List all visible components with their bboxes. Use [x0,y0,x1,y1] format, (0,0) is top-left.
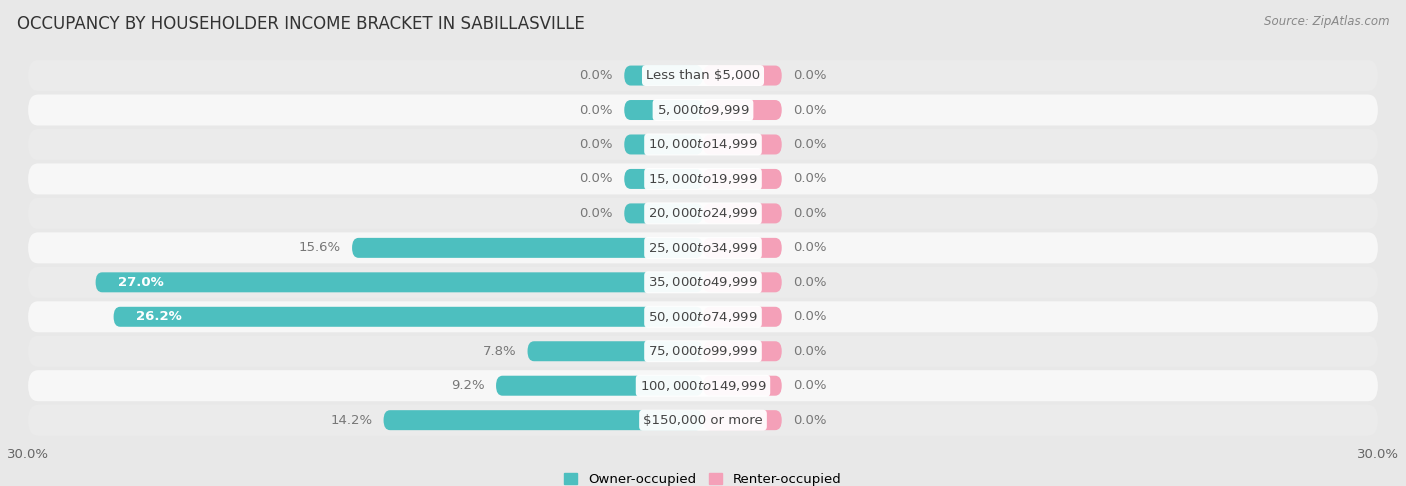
Text: $10,000 to $14,999: $10,000 to $14,999 [648,138,758,152]
Text: $50,000 to $74,999: $50,000 to $74,999 [648,310,758,324]
Text: 27.0%: 27.0% [118,276,165,289]
Text: 0.0%: 0.0% [579,138,613,151]
Text: 0.0%: 0.0% [579,207,613,220]
FancyBboxPatch shape [384,410,703,430]
Text: $35,000 to $49,999: $35,000 to $49,999 [648,276,758,289]
FancyBboxPatch shape [28,94,1378,125]
FancyBboxPatch shape [527,341,703,361]
FancyBboxPatch shape [28,163,1378,194]
FancyBboxPatch shape [703,341,782,361]
FancyBboxPatch shape [703,204,782,224]
Text: 0.0%: 0.0% [793,207,827,220]
FancyBboxPatch shape [28,267,1378,298]
FancyBboxPatch shape [624,66,703,86]
Text: 0.0%: 0.0% [793,414,827,427]
FancyBboxPatch shape [28,60,1378,91]
Text: 0.0%: 0.0% [579,173,613,186]
FancyBboxPatch shape [624,100,703,120]
FancyBboxPatch shape [28,198,1378,229]
FancyBboxPatch shape [703,135,782,155]
FancyBboxPatch shape [703,376,782,396]
FancyBboxPatch shape [703,272,782,292]
Text: 0.0%: 0.0% [793,138,827,151]
Text: 9.2%: 9.2% [451,379,485,392]
Text: $5,000 to $9,999: $5,000 to $9,999 [657,103,749,117]
FancyBboxPatch shape [114,307,703,327]
FancyBboxPatch shape [703,238,782,258]
Text: $15,000 to $19,999: $15,000 to $19,999 [648,172,758,186]
FancyBboxPatch shape [703,410,782,430]
Text: 0.0%: 0.0% [793,173,827,186]
FancyBboxPatch shape [496,376,703,396]
Text: 0.0%: 0.0% [579,104,613,117]
Text: 26.2%: 26.2% [136,310,181,323]
FancyBboxPatch shape [624,169,703,189]
Text: $150,000 or more: $150,000 or more [643,414,763,427]
Text: $75,000 to $99,999: $75,000 to $99,999 [648,344,758,358]
Text: 0.0%: 0.0% [793,242,827,254]
Text: Less than $5,000: Less than $5,000 [645,69,761,82]
Text: Source: ZipAtlas.com: Source: ZipAtlas.com [1264,15,1389,28]
Text: 14.2%: 14.2% [330,414,373,427]
FancyBboxPatch shape [624,135,703,155]
Text: 15.6%: 15.6% [298,242,340,254]
FancyBboxPatch shape [703,66,782,86]
FancyBboxPatch shape [352,238,703,258]
Text: 0.0%: 0.0% [793,69,827,82]
FancyBboxPatch shape [28,405,1378,435]
Text: $20,000 to $24,999: $20,000 to $24,999 [648,207,758,220]
Text: 0.0%: 0.0% [793,379,827,392]
FancyBboxPatch shape [28,301,1378,332]
FancyBboxPatch shape [28,129,1378,160]
Text: 0.0%: 0.0% [793,104,827,117]
FancyBboxPatch shape [28,370,1378,401]
Text: 0.0%: 0.0% [793,310,827,323]
FancyBboxPatch shape [96,272,703,292]
FancyBboxPatch shape [703,100,782,120]
Text: 0.0%: 0.0% [579,69,613,82]
Text: 7.8%: 7.8% [482,345,516,358]
Text: $25,000 to $34,999: $25,000 to $34,999 [648,241,758,255]
FancyBboxPatch shape [28,232,1378,263]
FancyBboxPatch shape [703,169,782,189]
FancyBboxPatch shape [28,336,1378,367]
Text: 0.0%: 0.0% [793,276,827,289]
FancyBboxPatch shape [624,204,703,224]
Text: 0.0%: 0.0% [793,345,827,358]
Legend: Owner-occupied, Renter-occupied: Owner-occupied, Renter-occupied [560,468,846,486]
Text: $100,000 to $149,999: $100,000 to $149,999 [640,379,766,393]
FancyBboxPatch shape [703,307,782,327]
Text: OCCUPANCY BY HOUSEHOLDER INCOME BRACKET IN SABILLASVILLE: OCCUPANCY BY HOUSEHOLDER INCOME BRACKET … [17,15,585,33]
